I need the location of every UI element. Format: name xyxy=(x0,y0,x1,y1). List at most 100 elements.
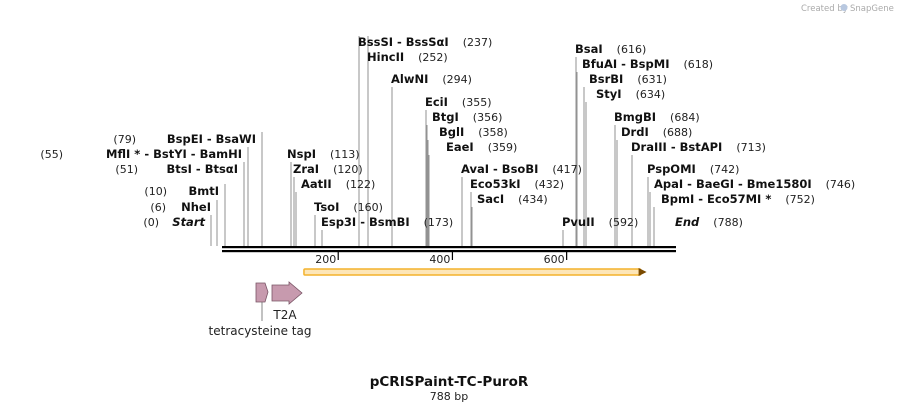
credit-prefix: Created by xyxy=(801,4,848,14)
site-position: (742) xyxy=(710,163,740,176)
site-sac1[interactable]: SacI (434) xyxy=(477,192,548,206)
site-bsrb1[interactable]: BsrBI (631) xyxy=(589,72,667,86)
enzyme-names[interactable]: StyI xyxy=(596,87,622,101)
enzyme-names[interactable]: BpmI - Eco57MI * xyxy=(661,192,771,206)
plasmid-length: 788 bp xyxy=(430,390,468,403)
enzyme-names[interactable]: MflI * - BstYI - BamHI xyxy=(106,147,242,161)
ruler-ticks: 200 400 600 xyxy=(315,252,568,266)
feature-t2a[interactable] xyxy=(271,281,303,305)
site-position: (688) xyxy=(663,126,693,139)
site-bgl1[interactable]: BglI (358) xyxy=(439,125,508,139)
site-position: (713) xyxy=(736,141,766,154)
enzyme-names[interactable]: HincII xyxy=(367,50,404,64)
site-dra3[interactable]: DraIII - BstAPI (713) xyxy=(631,140,766,154)
site-nsp1[interactable]: NspI (113) xyxy=(287,147,360,161)
enzyme-names[interactable]: BfuAI - BspMI xyxy=(582,57,669,71)
site-position: (592) xyxy=(609,216,639,229)
site-nhe1[interactable]: (6) NheI xyxy=(150,200,211,214)
site-tso1[interactable]: TsoI (160) xyxy=(314,200,383,214)
site-hinc2[interactable]: HincII (252) xyxy=(367,50,448,64)
site-position: (746) xyxy=(826,178,856,191)
site-pspom1[interactable]: PspOMI (742) xyxy=(647,162,739,176)
enzyme-names[interactable]: TsoI xyxy=(314,200,339,214)
enzyme-names[interactable]: AlwNI xyxy=(391,72,428,86)
plasmid-name: pCRISPaint-TC-PuroR xyxy=(370,374,529,390)
site-sty1[interactable]: StyI (634) xyxy=(596,87,665,101)
site-zra1[interactable]: ZraI (120) xyxy=(293,162,363,176)
site-start[interactable]: (0) Start xyxy=(143,215,205,229)
site-position: (616) xyxy=(617,43,647,56)
site-ava1[interactable]: AvaI - BsoBI (417) xyxy=(461,162,582,176)
enzyme-names[interactable]: Start xyxy=(172,215,205,229)
enzyme-names[interactable]: AatII xyxy=(301,177,332,191)
site-bmgb1[interactable]: BmgBI (684) xyxy=(614,110,700,124)
enzyme-names[interactable]: BssSI - BssSαI xyxy=(358,35,449,49)
enzyme-names[interactable]: Esp3I - BsmBI xyxy=(321,215,410,229)
feature-puror[interactable] xyxy=(303,268,642,276)
site-mfl1[interactable]: (55) MflI * - BstYI - BamHI xyxy=(40,147,242,161)
enzyme-names[interactable]: End xyxy=(675,215,700,229)
site-bpm1[interactable]: BpmI - Eco57MI * (752) xyxy=(661,192,815,206)
enzyme-names[interactable]: BspEI - BsaWI xyxy=(167,132,256,146)
enzyme-names[interactable]: AvaI - BsoBI xyxy=(461,162,538,176)
site-position: (634) xyxy=(636,88,666,101)
site-bmt1[interactable]: (10) BmtI xyxy=(144,184,219,198)
enzyme-names[interactable]: NspI xyxy=(287,147,316,161)
site-position: (120) xyxy=(333,163,363,176)
site-bsa1[interactable]: BsaI (616) xyxy=(575,42,646,56)
enzyme-names[interactable]: PspOMI xyxy=(647,162,696,176)
enzyme-names[interactable]: BmtI xyxy=(188,184,219,198)
site-bfua1[interactable]: BfuAI - BspMI (618) xyxy=(582,57,713,71)
enzyme-names[interactable]: BtsI - BtsαI xyxy=(167,162,238,176)
site-position: (10) xyxy=(144,185,167,198)
site-position: (358) xyxy=(478,126,508,139)
enzyme-names[interactable]: PvuII xyxy=(562,215,595,229)
site-btg1[interactable]: BtgI (356) xyxy=(432,110,502,124)
site-eco53[interactable]: Eco53kI (432) xyxy=(470,177,564,191)
feature-tetracysteine-tag[interactable] xyxy=(255,282,269,303)
site-position: (356) xyxy=(473,111,503,124)
site-position: (618) xyxy=(683,58,713,71)
site-bspe1[interactable]: (79) BspEI - BsaWI xyxy=(113,132,256,146)
enzyme-names[interactable]: BmgBI xyxy=(614,110,656,124)
site-aat2[interactable]: AatII (122) xyxy=(301,177,375,191)
site-position: (432) xyxy=(535,178,565,191)
enzyme-names[interactable]: SacI xyxy=(477,192,504,206)
site-drd1[interactable]: DrdI (688) xyxy=(621,125,692,139)
site-esp3i[interactable]: Esp3I - BsmBI (173) xyxy=(321,215,453,229)
enzyme-names[interactable]: BglI xyxy=(439,125,464,139)
site-position: (788) xyxy=(713,216,743,229)
site-alwn1[interactable]: AlwNI (294) xyxy=(391,72,472,86)
enzyme-names[interactable]: EciI xyxy=(425,95,448,109)
enzyme-names[interactable]: BtgI xyxy=(432,110,459,124)
tick-label-400: 400 xyxy=(429,253,450,266)
site-position: (684) xyxy=(670,111,700,124)
enzyme-names[interactable]: DrdI xyxy=(621,125,649,139)
snapgene-logo-icon xyxy=(840,4,848,11)
enzyme-names[interactable]: ApaI - BaeGI - Bme1580I xyxy=(654,177,812,191)
site-position: (434) xyxy=(518,193,548,206)
site-position: (752) xyxy=(785,193,815,206)
site-eci1[interactable]: EciI (355) xyxy=(425,95,492,109)
site-bts1[interactable]: (51) BtsI - BtsαI xyxy=(115,162,238,176)
site-pvu2[interactable]: PvuII (592) xyxy=(562,215,638,229)
credit-brand: SnapGene xyxy=(850,4,894,14)
enzyme-names[interactable]: Eco53kI xyxy=(470,177,521,191)
enzyme-names[interactable]: BsaI xyxy=(575,42,603,56)
site-position: (252) xyxy=(418,51,448,64)
enzyme-names[interactable]: ZraI xyxy=(293,162,319,176)
site-apa1[interactable]: ApaI - BaeGI - Bme1580I (746) xyxy=(654,177,855,191)
site-position: (237) xyxy=(463,36,493,49)
enzyme-names[interactable]: BsrBI xyxy=(589,72,623,86)
credit[interactable]: Created by SnapGene xyxy=(801,4,894,14)
enzyme-names[interactable]: NheI xyxy=(181,200,211,214)
site-bsss1[interactable]: BssSI - BssSαI (237) xyxy=(358,35,492,49)
site-labels: (55) MflI * - BstYI - BamHI(79) BspEI - Bs… xyxy=(40,35,855,229)
site-position: (0) xyxy=(143,216,159,229)
enzyme-names[interactable]: EaeI xyxy=(446,140,474,154)
enzyme-names[interactable]: DraIII - BstAPI xyxy=(631,140,722,154)
site-end[interactable]: End (788) xyxy=(675,215,743,229)
site-eae1[interactable]: EaeI (359) xyxy=(446,140,517,154)
tick-label-600: 600 xyxy=(544,253,565,266)
